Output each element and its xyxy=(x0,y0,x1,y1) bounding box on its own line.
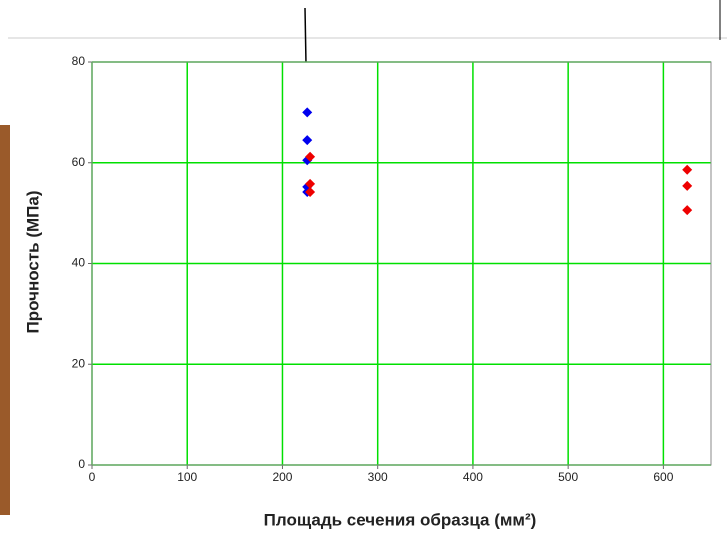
x-axis-label: Площадь сечения образца (мм²) xyxy=(264,510,537,529)
x-tick-label: 600 xyxy=(653,470,673,484)
y-tick-label: 80 xyxy=(72,54,86,68)
x-tick-label: 400 xyxy=(463,470,483,484)
y-tick-label: 20 xyxy=(72,356,86,370)
background-strip xyxy=(0,125,10,515)
y-tick-label: 0 xyxy=(78,457,85,471)
x-tick-label: 200 xyxy=(272,470,292,484)
plot: 0 20 40 60 80 0 100 200 300 400 500 600 xyxy=(72,54,711,484)
x-tick-label: 100 xyxy=(177,470,197,484)
y-tick-label: 40 xyxy=(72,256,86,270)
screenshot: 0 20 40 60 80 0 100 200 300 400 500 600 Площадь сеч… xyxy=(0,0,727,547)
y-tick-label: 60 xyxy=(72,155,86,169)
x-tick-label: 300 xyxy=(368,470,388,484)
y-axis-label: Прочность (МПа) xyxy=(23,191,42,334)
x-tick-label: 500 xyxy=(558,470,578,484)
x-tick-label: 0 xyxy=(89,470,96,484)
